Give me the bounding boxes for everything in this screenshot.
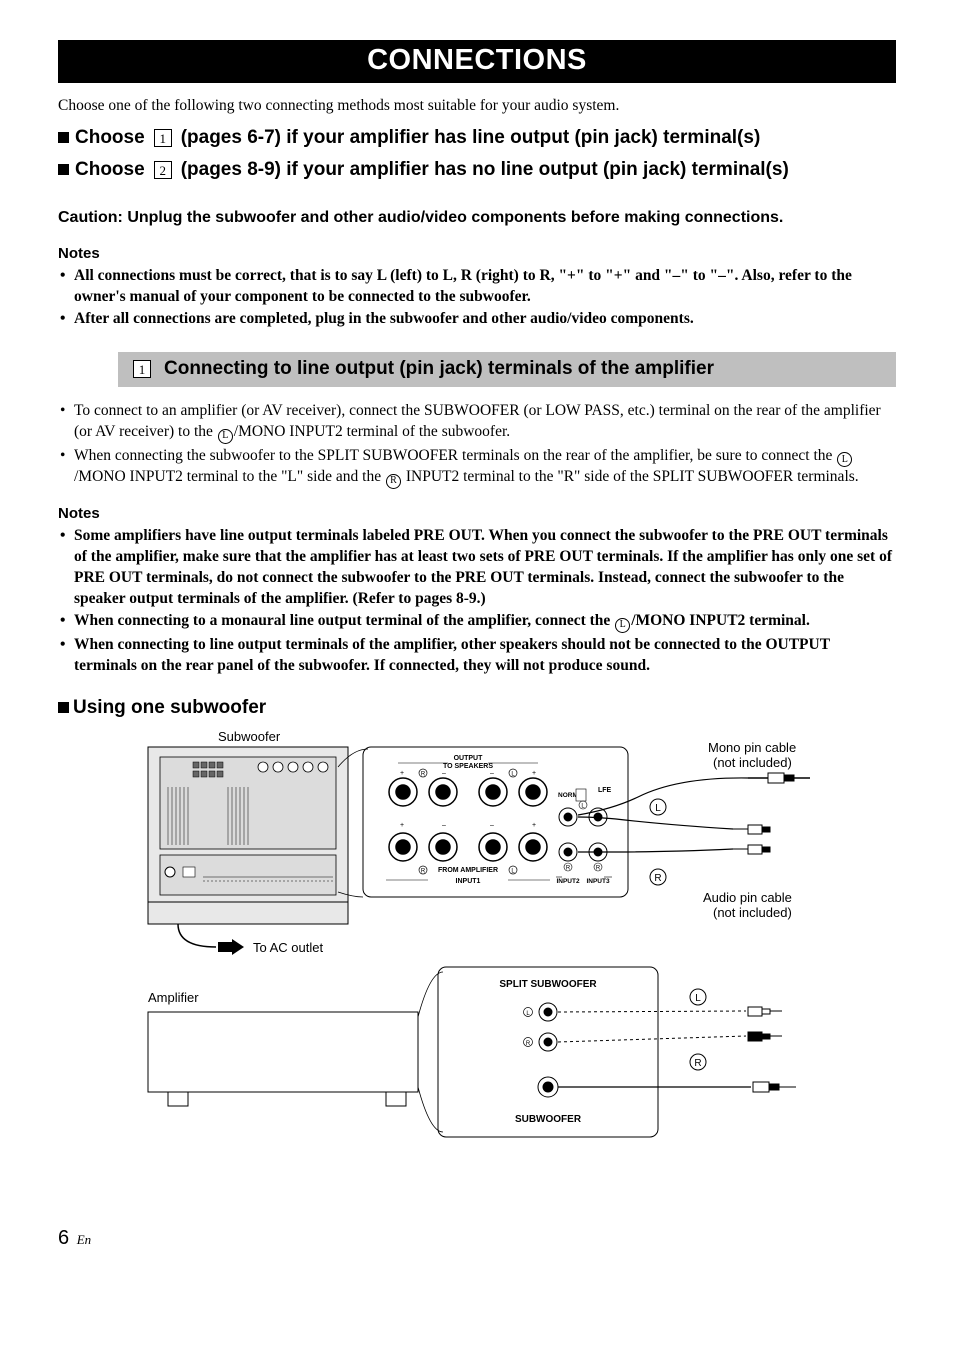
stereo-plug-l-icon [733, 825, 770, 834]
circle-l-icon: L [615, 618, 630, 633]
svg-text:NORM: NORM [558, 792, 578, 799]
choose-option-1: Choose 1 (pages 6-7) if your amplifier h… [58, 127, 896, 149]
body-bullet: To connect to an amplifier (or AV receiv… [58, 401, 896, 443]
ac-arrow-icon [218, 939, 244, 955]
circle-r-icon: R [386, 474, 401, 489]
mono-plug-icon [753, 1082, 796, 1092]
svg-text:Audio pin cable: Audio pin cable [703, 890, 792, 905]
stereo-plug-r-icon [733, 845, 770, 854]
boxed-number-2-icon: 2 [154, 161, 172, 179]
note-item: All connections must be correct, that is… [58, 266, 896, 308]
boxed-number-1-icon: 1 [154, 129, 172, 147]
svg-text:(not included): (not included) [713, 755, 792, 770]
body-bullets: To connect to an amplifier (or AV receiv… [58, 401, 896, 488]
svg-text:INPUT1: INPUT1 [456, 878, 481, 885]
page-title: CONNECTIONS [58, 40, 896, 83]
text: /MONO INPUT2 terminal of the subwoofer. [234, 423, 510, 440]
svg-text:Amplifier: Amplifier [148, 990, 199, 1005]
choose2-pre: Choose [75, 159, 145, 181]
note-item: When connecting to a monaural line outpu… [58, 611, 896, 633]
svg-text:L: L [695, 993, 701, 1004]
svg-text:R: R [421, 868, 426, 874]
text: /MONO INPUT2 terminal to the "L" side an… [74, 468, 385, 485]
svg-text:+: + [400, 770, 404, 777]
svg-text:SPLIT SUBWOOFER: SPLIT SUBWOOFER [499, 979, 597, 990]
svg-text:To AC outlet: To AC outlet [253, 940, 323, 955]
note-item: After all connections are completed, plu… [58, 309, 896, 330]
note-item: When connecting to line output terminals… [58, 635, 896, 677]
svg-text:–: – [490, 770, 494, 777]
svg-text:R: R [654, 873, 661, 884]
intro-text: Choose one of the following two connecti… [58, 97, 896, 115]
circle-l-icon: L [218, 429, 233, 444]
svg-text:+: + [400, 822, 404, 829]
svg-text:LFE: LFE [598, 787, 612, 794]
text: When connecting the subwoofer to the SPL… [74, 447, 836, 464]
subheading-using-one: Using one subwoofer [58, 697, 896, 719]
circle-l-icon: L [837, 452, 852, 467]
square-bullet-icon [58, 132, 69, 143]
svg-text:TO SPEAKERS: TO SPEAKERS [443, 763, 493, 770]
choose-option-2: Choose 2 (pages 8-9) if your amplifier h… [58, 159, 896, 181]
svg-text:R: R [596, 865, 601, 871]
page-number-value: 6 [58, 1227, 69, 1249]
subhead-text: Using one subwoofer [73, 697, 266, 719]
text: INPUT2 terminal to the "R" side of the S… [402, 468, 859, 485]
square-bullet-icon [58, 702, 69, 713]
choose1-pre: Choose [75, 127, 145, 149]
svg-text:–: – [490, 822, 494, 829]
text: When connecting to a monaural line outpu… [74, 612, 614, 629]
svg-text:–: – [442, 822, 446, 829]
body-bullet: When connecting the subwoofer to the SPL… [58, 446, 896, 489]
notes-heading-2: Notes [58, 505, 896, 522]
svg-text:+: + [532, 770, 536, 777]
square-bullet-icon [58, 164, 69, 175]
svg-text:R: R [566, 865, 571, 871]
svg-text:FROM AMPLIFIER: FROM AMPLIFIER [438, 867, 498, 874]
svg-text:R: R [421, 771, 426, 777]
svg-text:Mono pin cable: Mono pin cable [708, 740, 796, 755]
notes-list-mid: Some amplifiers have line output termina… [58, 526, 896, 677]
text: /MONO INPUT2 terminal. [631, 612, 810, 629]
svg-text:R: R [694, 1058, 701, 1069]
caution-text: Caution: Unplug the subwoofer and other … [58, 207, 896, 229]
choose1-post: (pages 6-7) if your amplifier has line o… [181, 127, 761, 149]
svg-text:SUBWOOFER: SUBWOOFER [515, 1114, 582, 1125]
mono-plug-icon [748, 773, 810, 783]
section-heading: 1 Connecting to line output (pin jack) t… [118, 352, 896, 387]
notes-list-top: All connections must be correct, that is… [58, 266, 896, 331]
page-number-suffix: En [77, 1232, 91, 1247]
svg-text:INPUT3: INPUT3 [586, 878, 610, 885]
svg-text:L: L [655, 803, 661, 814]
page-number: 6 En [58, 1227, 896, 1250]
svg-text:INPUT2: INPUT2 [556, 878, 580, 885]
svg-text:OUTPUT: OUTPUT [454, 755, 484, 762]
notes-heading-1: Notes [58, 245, 896, 262]
svg-text:(not included): (not included) [713, 905, 792, 920]
svg-text:R: R [526, 1041, 531, 1047]
boxed-number-1-icon: 1 [133, 360, 151, 378]
note-item: Some amplifiers have line output termina… [58, 526, 896, 610]
subwoofer-label: Subwoofer [218, 729, 281, 744]
choose2-post: (pages 8-9) if your amplifier has no lin… [181, 159, 789, 181]
svg-text:+: + [532, 822, 536, 829]
svg-text:–: – [442, 770, 446, 777]
section-title: Connecting to line output (pin jack) ter… [164, 358, 714, 380]
connection-diagram: Subwoofer OUTPUT TO SPEAKERS [138, 727, 896, 1167]
